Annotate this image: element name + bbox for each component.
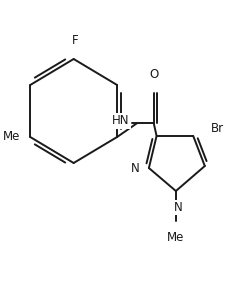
- Text: Br: Br: [210, 122, 223, 134]
- Text: Me: Me: [166, 231, 184, 244]
- Text: N: N: [173, 201, 181, 214]
- Text: N: N: [130, 162, 139, 174]
- Text: F: F: [72, 34, 79, 47]
- Text: O: O: [148, 68, 158, 81]
- Text: HN: HN: [112, 114, 129, 128]
- Text: Me: Me: [3, 130, 20, 144]
